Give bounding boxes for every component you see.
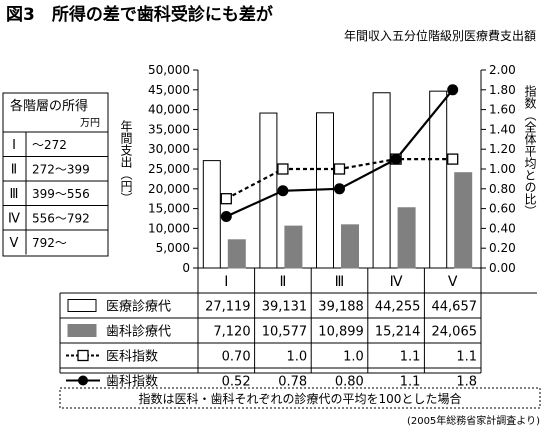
y-tick-label: 30,000: [148, 142, 190, 156]
table-cell-value: 44,255: [375, 300, 421, 315]
table-cell-value: 15,214: [375, 325, 421, 340]
income-box-title: 各階層の所得: [10, 98, 88, 114]
table-cell-value: 0.52: [222, 375, 251, 390]
y-tick-label: 15,000: [148, 202, 190, 216]
income-range-label: ～272: [32, 138, 67, 152]
table-cell-value: 0.78: [278, 375, 307, 390]
x-tick-label: Ⅰ: [224, 274, 228, 290]
income-class-label: Ⅳ: [8, 212, 20, 227]
table-row-label: 歯科指数: [106, 375, 158, 390]
table-cell-value: 39,188: [318, 300, 364, 315]
income-class-label: Ⅲ: [10, 187, 19, 202]
table-row-label: 医療診療代: [106, 299, 171, 315]
bar-dental: [284, 225, 303, 269]
point-medical-index: [447, 153, 459, 165]
y2-tick-label: 1.20: [489, 142, 516, 156]
y-tick-label: 40,000: [148, 103, 190, 117]
point-dental-index: [220, 211, 232, 223]
bar-dental: [341, 224, 359, 269]
point-medical-index: [333, 163, 346, 175]
table-row-label: 医科指数: [106, 350, 158, 365]
y-axis-label: 年間支出（円）: [119, 120, 133, 204]
table-cell-value: 0.80: [335, 375, 364, 390]
footnote: 指数は医科・歯科それぞれの診療代の平均を100とした場合: [139, 391, 462, 406]
income-range-label: 556～792: [32, 212, 90, 226]
y2-tick-label: 2.00: [489, 63, 516, 77]
table-cell-value: 27,119: [205, 300, 251, 315]
table-row-label: 歯科診療代: [106, 324, 171, 340]
chart-subtitle: 年間収入五分位階級別医療費支出額: [344, 28, 536, 43]
y-tick-label: 20,000: [148, 182, 190, 196]
bar-medical: [259, 112, 278, 269]
point-dental-index: [447, 84, 459, 96]
income-class-label: Ⅴ: [10, 236, 19, 251]
point-medical-index: [220, 193, 232, 205]
y-tick-label: 0: [182, 261, 190, 275]
x-tick-label: Ⅴ: [448, 274, 458, 290]
table-cell-value: 24,065: [432, 325, 478, 340]
x-tick-label: Ⅱ: [279, 274, 286, 290]
source-note: (2005年総務省家計調査より): [407, 414, 540, 427]
y2-tick-label: 0.40: [489, 221, 516, 235]
table-cell-value: 39,131: [262, 300, 308, 315]
income-class-label: Ⅱ: [11, 163, 17, 178]
y-tick-label: 25,000: [148, 162, 190, 176]
y-tick-label: 5,000: [156, 241, 190, 255]
income-range-label: 399～556: [32, 187, 90, 201]
legend-swatch-medical-bar: [67, 299, 97, 312]
y2-tick-label: 1.80: [489, 83, 516, 97]
y2-tick-label: 0.80: [489, 182, 516, 196]
income-box-frame: [2, 92, 109, 257]
x-tick-label: Ⅲ: [335, 274, 345, 290]
point-dental-index: [277, 185, 289, 197]
income-box: 各階層の所得 万円 Ⅰ ～272 Ⅱ 272～399 Ⅲ 399～556 Ⅳ 556～792 Ⅴ…: [2, 92, 109, 257]
x-tick-label: Ⅳ: [390, 274, 403, 290]
y2-tick-label: 1.60: [489, 103, 516, 117]
table-cell-value: 10,577: [262, 325, 308, 340]
income-range-label: 792～: [32, 236, 67, 250]
y2-tick-label: 0.00: [489, 261, 516, 275]
bar-medical: [429, 90, 448, 269]
table-cell-value: 10,899: [318, 325, 364, 340]
y2-tick-label: 1.40: [489, 122, 516, 136]
table-cell-value: 0.70: [222, 350, 251, 365]
y2-axis-label: 指数（全体平均との比）: [523, 84, 537, 217]
table-cell-value: 1.1: [456, 350, 477, 365]
income-class-label: Ⅰ: [12, 138, 16, 153]
y-tick-label: 50,000: [148, 63, 190, 77]
bar-dental: [227, 239, 246, 269]
bar-medical: [202, 160, 221, 269]
point-dental-index: [334, 183, 345, 195]
table-cell-value: 1.8: [456, 375, 477, 390]
y2-tick-label: 1.00: [489, 162, 516, 176]
y2-tick-label: 0.20: [489, 241, 516, 255]
income-range-label: 272～399: [32, 163, 90, 177]
legend-swatch-dental-bar: [67, 324, 97, 337]
income-box-unit: 万円: [80, 118, 100, 129]
table-cell-value: 1.1: [400, 350, 421, 365]
y-tick-label: 35,000: [148, 122, 190, 136]
table-cell-value: 1.0: [343, 350, 364, 365]
table-cell-value: 7,120: [213, 325, 250, 340]
point-dental-index: [390, 153, 402, 165]
table-cell-value: 1.0: [287, 350, 308, 365]
legend-marker-dental-index: [78, 375, 88, 386]
point-medical-index: [277, 163, 289, 175]
bar-dental: [397, 207, 416, 269]
y-tick-label: 10,000: [148, 221, 190, 235]
bar-dental: [454, 172, 473, 269]
table-cell-value: 44,657: [432, 300, 478, 315]
y-tick-label: 45,000: [148, 83, 190, 97]
note-box: [59, 387, 541, 409]
y2-tick-label: 0.60: [489, 202, 516, 216]
page-title: 図3 所得の差で歯科受診にも差が: [6, 4, 273, 25]
table-cell-value: 1.1: [400, 375, 421, 390]
bar-medical: [372, 92, 391, 269]
legend-marker-medical-index: [77, 349, 89, 362]
